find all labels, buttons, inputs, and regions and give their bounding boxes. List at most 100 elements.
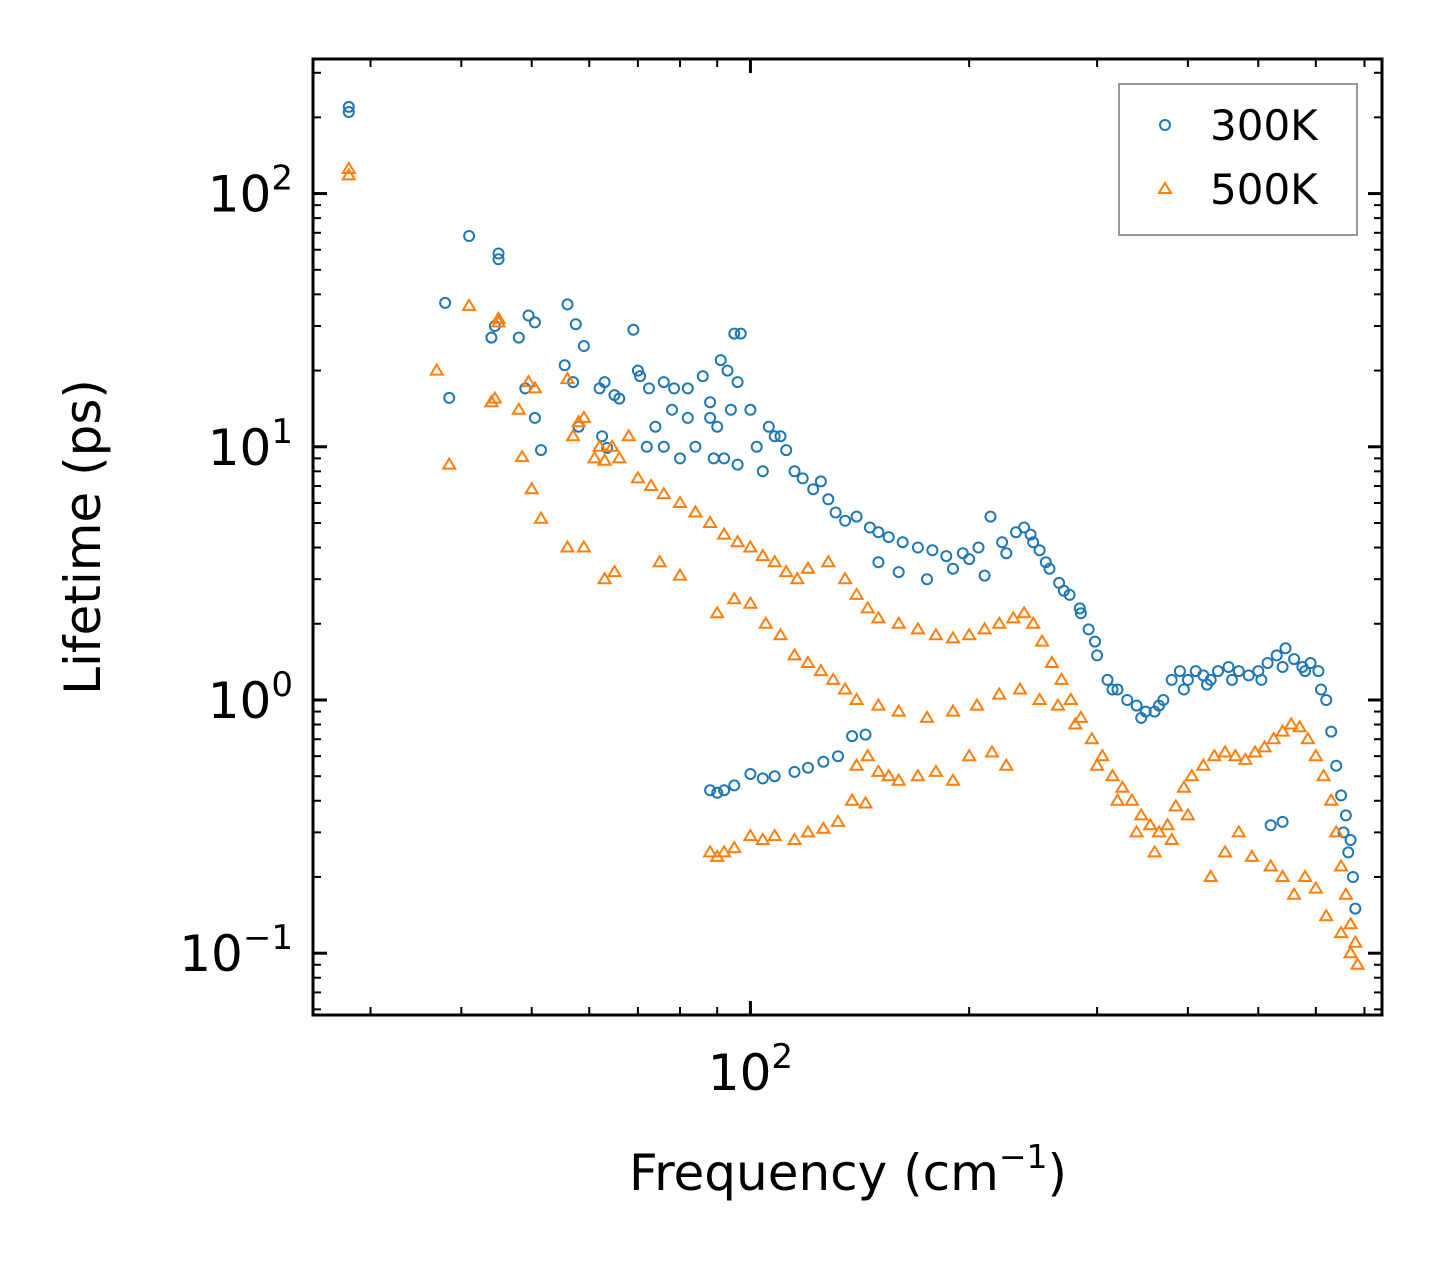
point-500k [630, 470, 646, 484]
point-300k [561, 298, 574, 311]
point-300k [940, 550, 953, 563]
point-500k [870, 697, 887, 711]
point-300k [984, 510, 997, 523]
point-500k [755, 832, 771, 845]
y-tick-exp: 2 [271, 159, 293, 199]
point-300k [1255, 673, 1268, 686]
point-500k [742, 539, 759, 553]
point-500k [726, 591, 743, 605]
point-300k [750, 440, 763, 453]
y-tick-label: 100 [208, 665, 293, 730]
point-300k [807, 483, 820, 496]
point-300k [643, 382, 655, 395]
point-300k [577, 340, 590, 352]
point-300k [1349, 902, 1362, 915]
point-500k [672, 495, 688, 508]
point-500k [687, 504, 704, 518]
point-300k [1111, 683, 1124, 696]
point-500k [1256, 739, 1273, 753]
point-500k [857, 795, 874, 809]
point-500k [1217, 744, 1233, 758]
point-300k [711, 420, 724, 433]
y-tick-base: 10 [208, 419, 272, 477]
point-500k [702, 515, 718, 528]
point-300k [1325, 725, 1338, 738]
point-300k [1264, 819, 1277, 832]
point-300k [832, 750, 844, 763]
point-500k [742, 595, 759, 609]
point-500k [729, 534, 746, 548]
point-500k [890, 772, 907, 786]
point-300k [872, 556, 885, 569]
point-300k [1000, 547, 1013, 560]
point-300k [696, 370, 709, 383]
point-500k [1300, 731, 1316, 745]
point-500k [1347, 934, 1364, 948]
point-300k [1135, 711, 1148, 724]
point-300k [704, 784, 717, 797]
point-300k [596, 430, 609, 443]
point-300k [963, 553, 976, 566]
point-500k [441, 456, 457, 470]
point-500k [1114, 779, 1131, 793]
point-300k [1089, 635, 1101, 648]
point-500k [527, 380, 543, 394]
point-500k [1184, 768, 1200, 782]
point-500k [490, 314, 507, 328]
point-300k [601, 441, 614, 454]
point-300k [744, 768, 757, 780]
point-300k [439, 296, 452, 309]
point-300k [528, 411, 541, 424]
point-500k [1315, 768, 1332, 782]
point-500k [611, 450, 628, 464]
x-tick-label: 102 [708, 1037, 793, 1102]
point-500k [1202, 869, 1219, 882]
point-300k [711, 786, 724, 799]
point-500k [1031, 692, 1048, 705]
point-500k [928, 627, 944, 641]
point-500k [1342, 916, 1359, 930]
point-300k [972, 541, 985, 554]
point-500k [1318, 908, 1334, 922]
point-300k [627, 323, 640, 336]
point-500k [1274, 869, 1291, 882]
point-300k [569, 318, 582, 331]
point-500k [591, 438, 608, 452]
point-300k [850, 510, 863, 523]
point-500k [1142, 817, 1158, 831]
point-300k [911, 541, 924, 554]
point-500k [586, 450, 603, 464]
point-500k [837, 681, 853, 695]
y-tick-base: 10 [179, 925, 243, 983]
point-500k [1328, 824, 1344, 838]
point-500k [1308, 880, 1324, 894]
point-500k [1291, 719, 1308, 733]
point-300k [788, 765, 801, 778]
point-300k [649, 420, 662, 433]
x-tick-base: 10 [708, 1044, 772, 1102]
point-500k [945, 772, 961, 786]
point-300k [839, 514, 852, 527]
point-300k [1057, 584, 1070, 597]
point-300k [1232, 665, 1245, 678]
x-axis-title-main: Frequency (cm [629, 1144, 999, 1202]
point-300k [731, 376, 744, 389]
point-500k [702, 844, 718, 858]
x-axis-title: Frequency (cm−1) [629, 1137, 1067, 1202]
point-300k [829, 506, 842, 519]
point-500k [1342, 945, 1359, 959]
point-500k [620, 428, 637, 442]
point-500k [576, 539, 592, 553]
point-500k [1044, 655, 1060, 668]
point-300k [681, 382, 694, 395]
point-500k [890, 615, 907, 629]
point-300k [342, 106, 355, 118]
point-300k [1342, 846, 1355, 859]
point-300k [872, 526, 885, 539]
point-500k [1146, 844, 1163, 858]
point-300k [674, 452, 686, 465]
point-300k [1344, 834, 1357, 846]
point-500k [1286, 886, 1302, 900]
point-300k [492, 247, 505, 260]
point-500k [1133, 807, 1149, 821]
